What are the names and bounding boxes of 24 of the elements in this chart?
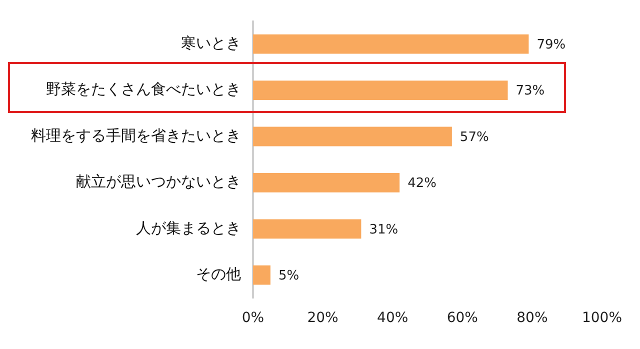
data-label: 5% (278, 268, 300, 284)
x-tick-label: 100% (582, 310, 622, 326)
x-tick-label: 0% (242, 310, 264, 326)
x-tick-label: 20% (307, 310, 338, 326)
x-tick-label: 40% (377, 310, 408, 326)
data-label: 31% (369, 222, 398, 238)
bar (253, 126, 452, 146)
data-label: 79% (536, 37, 566, 52)
y-tick-label: 野菜をたくさん食べたいとき (46, 80, 241, 98)
data-label: 57% (460, 130, 489, 145)
y-tick-label: 人が集まるとき (136, 218, 241, 237)
bar (253, 34, 529, 54)
y-tick-label: 献立が思いつかないとき (76, 172, 241, 191)
bar (253, 80, 508, 100)
bar (253, 265, 270, 285)
y-tick-label: 寒いとき (181, 34, 241, 52)
bar (253, 173, 400, 192)
x-tick-label: 60% (446, 310, 478, 326)
x-tick-label: 80% (516, 310, 548, 326)
data-label: 73% (516, 84, 545, 99)
y-tick-label: 料理をする手間を省きたいとき (31, 126, 241, 144)
y-tick-label: その他 (196, 264, 241, 283)
data-label: 42% (408, 176, 436, 192)
bar (253, 219, 362, 239)
